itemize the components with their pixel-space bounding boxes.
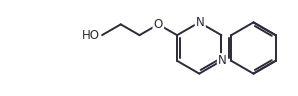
Text: N: N	[218, 53, 227, 66]
Text: N: N	[218, 54, 227, 67]
Text: N: N	[196, 17, 205, 30]
Text: O: O	[154, 18, 163, 31]
Text: HO: HO	[82, 29, 100, 42]
Text: N: N	[196, 16, 205, 29]
